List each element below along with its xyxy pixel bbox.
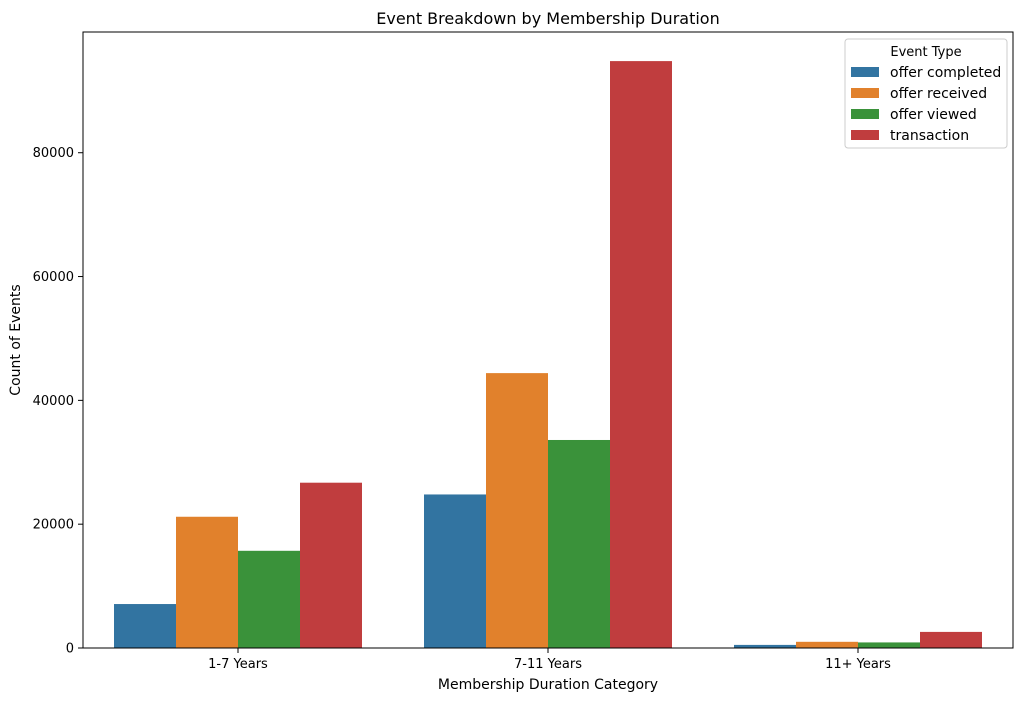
legend-swatch-offer-viewed [851,109,879,119]
plot-frame [82,31,1014,649]
bar-offer-received-2 [486,373,548,648]
y-tick-label: 80000 [33,146,74,161]
y-tick-label: 40000 [33,394,74,409]
legend-label-offer-completed: offer completed [890,65,1001,81]
x-axis-label: Membership Duration Category [438,677,658,693]
bar-offer-viewed-1 [238,550,300,648]
bar-offer-received-3 [796,641,858,648]
x-tick-label: 11+ Years [825,657,891,672]
bar-offer-viewed-3 [858,642,920,648]
legend-swatch-offer-received [851,88,879,98]
y-tick-label: 60000 [33,270,74,285]
bar-offer-received-1 [176,516,238,648]
legend-label-offer-received: offer received [890,86,987,102]
legend-box [844,38,1008,149]
legend-swatch-transaction [851,130,879,140]
y-tick-label: 20000 [33,518,74,533]
bar-transaction-2 [610,61,672,649]
x-axis: 1-7 Years 7-11 Years 11+ Years [208,648,891,672]
chart-title: Event Breakdown by Membership Duration [376,9,719,28]
legend: Event Type offer completed offer received… [844,38,1008,149]
legend-label-transaction: transaction [890,128,969,144]
y-tick-label: 0 [66,642,74,657]
legend-swatch-offer-completed [851,67,879,77]
bar-offer-completed-3 [734,644,796,648]
bars-layer [114,61,982,649]
legend-title: Event Type [890,45,961,60]
x-tick-label: 1-7 Years [208,657,268,672]
legend-label-offer-viewed: offer viewed [890,107,977,123]
bar-offer-completed-1 [114,604,176,648]
legend-entries: offer completed offer received offer viewe… [851,65,1001,144]
y-axis: 0 20000 40000 60000 80000 [33,146,83,657]
bar-transaction-1 [300,482,362,648]
bar-offer-viewed-2 [548,439,610,648]
y-axis-label: Count of Events [8,284,24,395]
bar-transaction-3 [920,631,982,648]
x-tick-label: 7-11 Years [514,657,582,672]
bar-offer-completed-2 [424,494,486,648]
